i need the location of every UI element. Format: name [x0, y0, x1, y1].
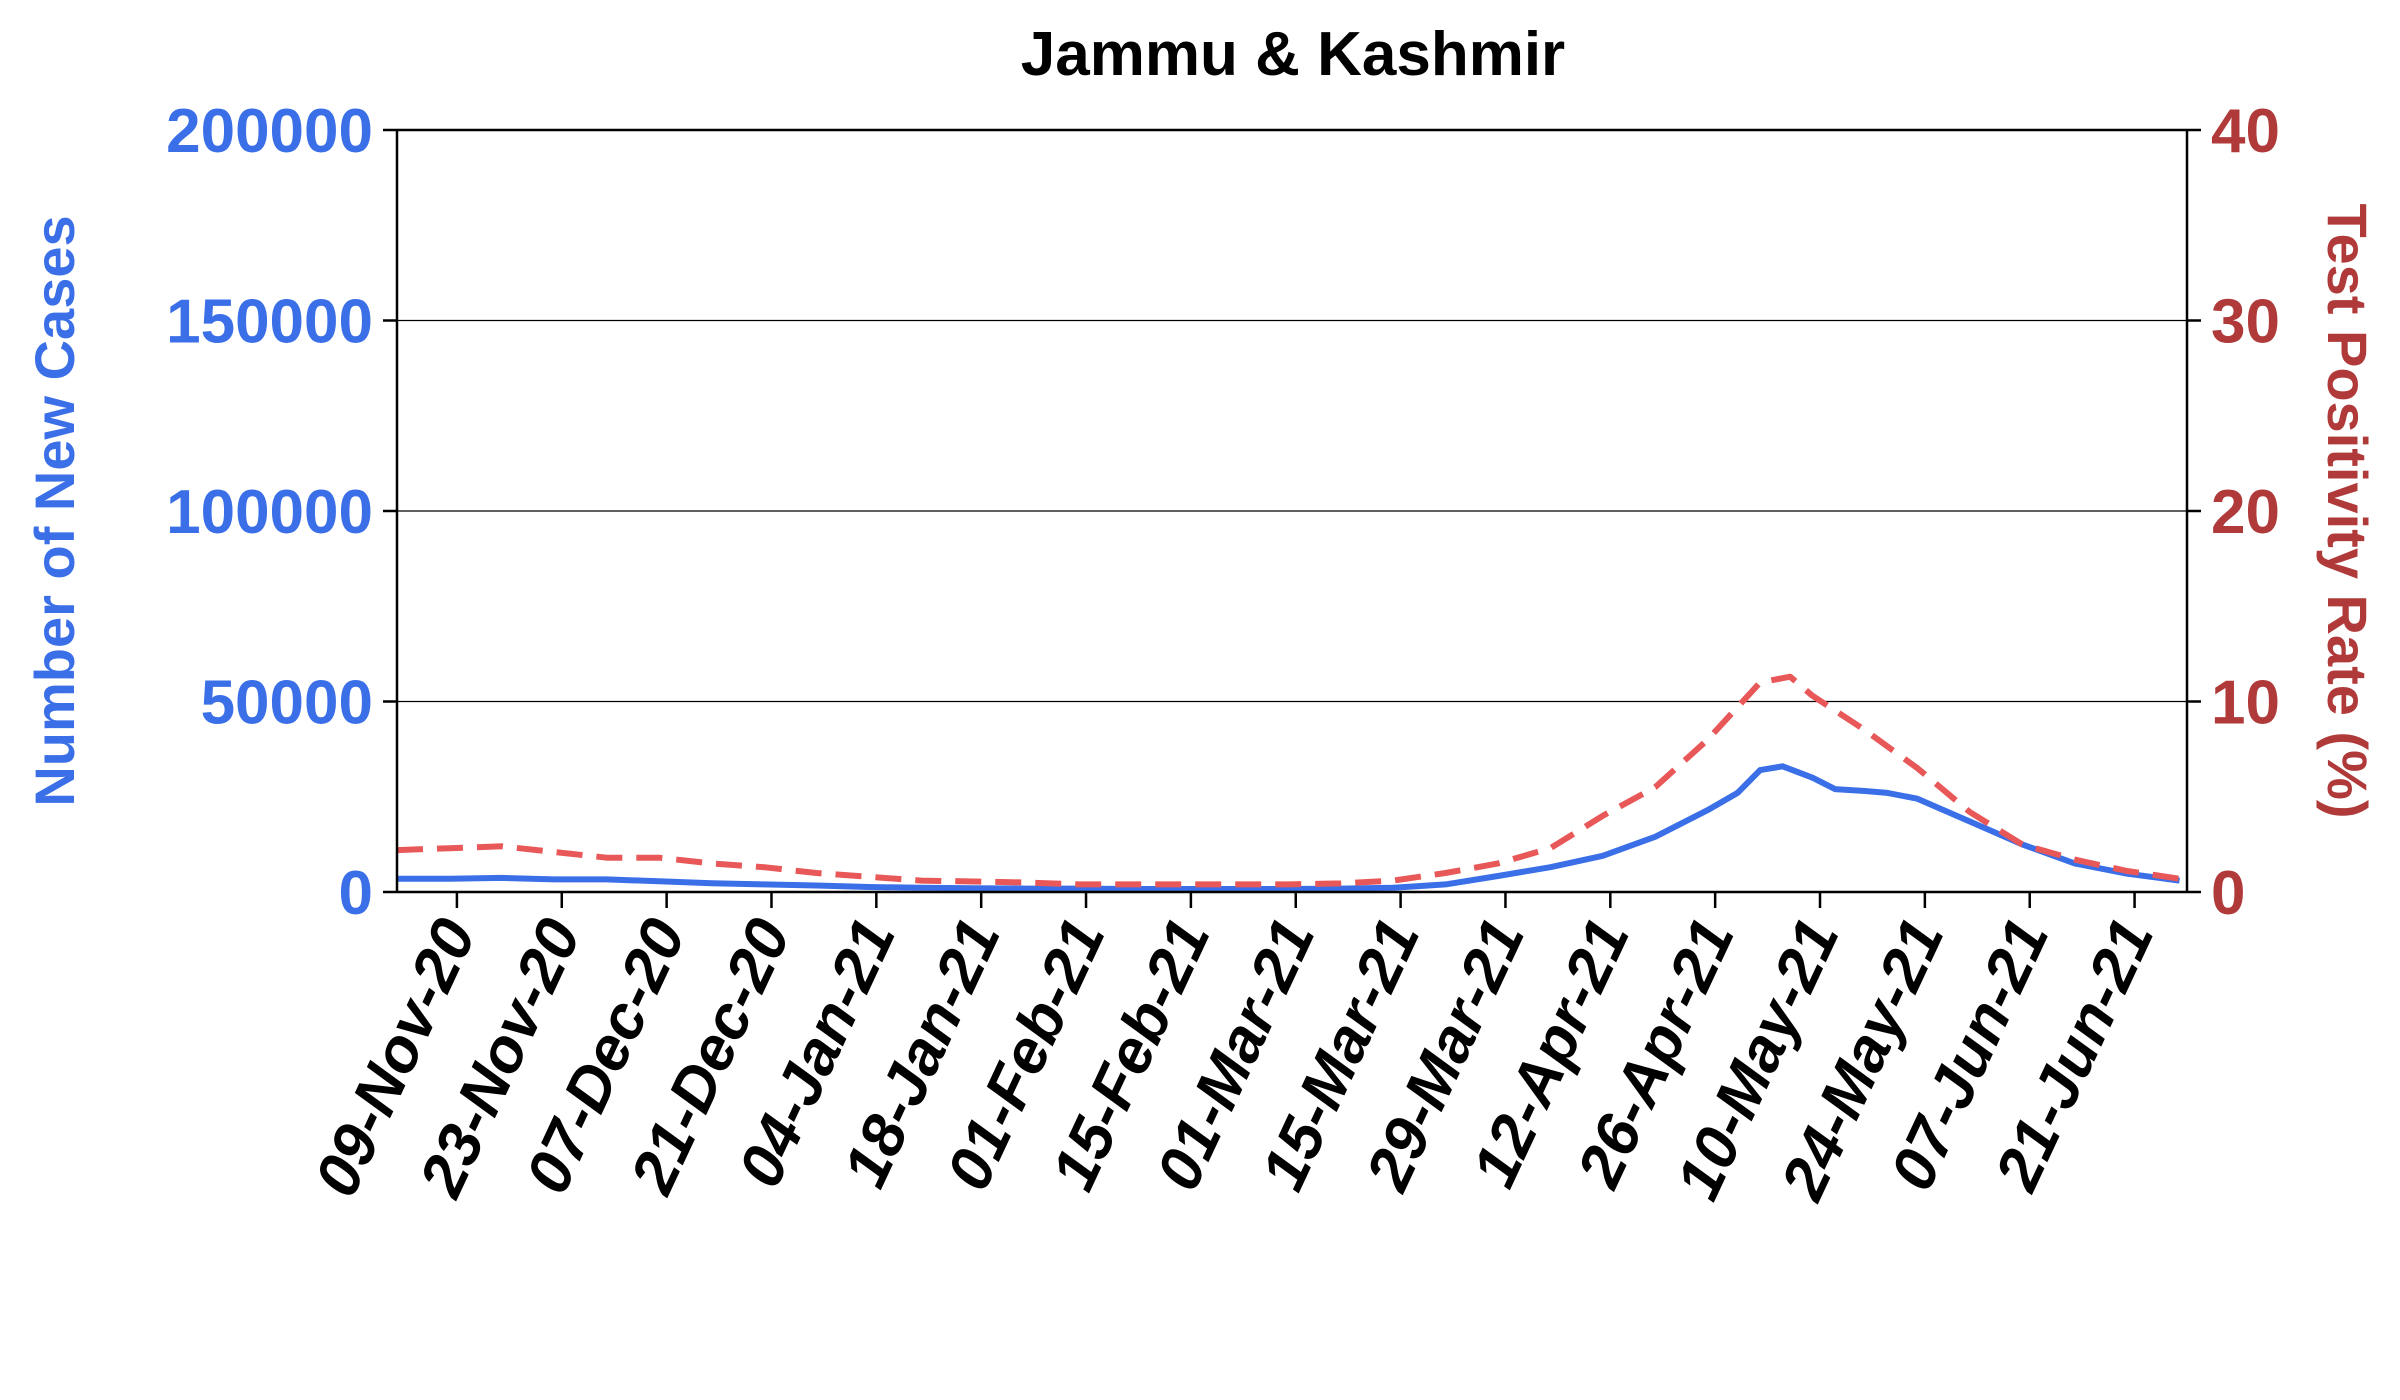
- y-axis-label-right: Test Positivity Rate (%): [2316, 203, 2379, 818]
- y-tick-label-right: 20: [2211, 478, 2280, 547]
- y-tick-label-left: 0: [339, 859, 373, 928]
- series-layer: [396, 673, 2180, 892]
- y-tick-label-right: 40: [2211, 97, 2280, 166]
- y-tick-label-right: 10: [2211, 669, 2280, 738]
- y-tick-label-left: 150000: [166, 288, 373, 357]
- y-tick-label-right: 0: [2211, 859, 2245, 928]
- y-axis-label-left: Number of New Cases: [23, 215, 86, 806]
- chart-title: Jammu & Kashmir: [1021, 20, 1565, 89]
- ticks: 05000010000015000020000001020304009-Nov-…: [166, 97, 2280, 1211]
- y-tick-label-left: 100000: [166, 478, 373, 547]
- series-line-new-cases: [397, 763, 2180, 892]
- series-line-test-positivity: [396, 673, 2180, 888]
- y-tick-label-left: 200000: [166, 97, 373, 166]
- y-tick-label-left: 50000: [201, 669, 373, 738]
- grid-lines: [397, 129, 2187, 893]
- y-tick-label-right: 30: [2211, 288, 2280, 357]
